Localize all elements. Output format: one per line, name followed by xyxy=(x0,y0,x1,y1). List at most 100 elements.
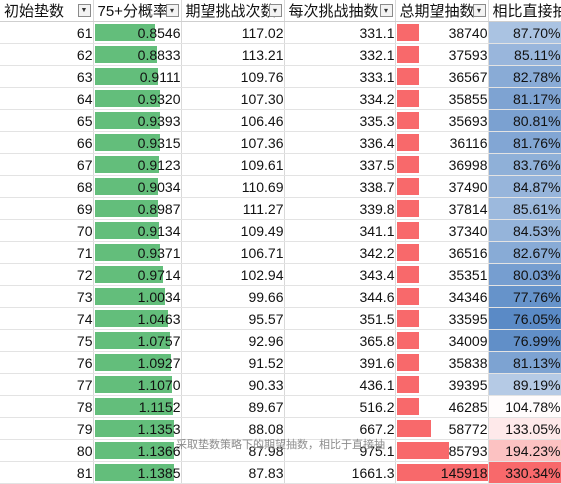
cell-total[interactable]: 46285 xyxy=(395,396,488,418)
cell-ratio[interactable]: 81.76% xyxy=(488,132,561,154)
cell-per[interactable]: 337.5 xyxy=(284,154,395,176)
col-header-prob[interactable]: 75+分概率▾ xyxy=(93,0,181,22)
cell-ratio[interactable]: 81.17% xyxy=(488,88,561,110)
dropdown-arrow-icon[interactable]: ▾ xyxy=(166,4,179,17)
cell-pad[interactable]: 77 xyxy=(0,374,93,396)
cell-per[interactable]: 336.4 xyxy=(284,132,395,154)
cell-prob[interactable]: 1.0927 xyxy=(93,352,181,374)
cell-exp[interactable]: 106.71 xyxy=(181,242,284,264)
cell-total[interactable]: 39395 xyxy=(395,374,488,396)
cell-exp[interactable]: 90.33 xyxy=(181,374,284,396)
cell-prob[interactable]: 1.0034 xyxy=(93,286,181,308)
cell-per[interactable]: 335.3 xyxy=(284,110,395,132)
cell-total[interactable]: 36567 xyxy=(395,66,488,88)
cell-exp[interactable]: 107.30 xyxy=(181,88,284,110)
cell-prob[interactable]: 0.9371 xyxy=(93,242,181,264)
cell-pad[interactable]: 78 xyxy=(0,396,93,418)
col-header-total[interactable]: 总期望抽数▾ xyxy=(395,0,488,22)
cell-per[interactable]: 351.5 xyxy=(284,308,395,330)
cell-ratio[interactable]: 85.61% xyxy=(488,198,561,220)
cell-prob[interactable]: 0.8987 xyxy=(93,198,181,220)
cell-pad[interactable]: 75 xyxy=(0,330,93,352)
cell-prob[interactable]: 0.9123 xyxy=(93,154,181,176)
cell-prob[interactable]: 0.9134 xyxy=(93,220,181,242)
cell-per[interactable]: 343.4 xyxy=(284,264,395,286)
cell-exp[interactable]: 92.96 xyxy=(181,330,284,352)
cell-ratio[interactable]: 81.13% xyxy=(488,352,561,374)
cell-total[interactable]: 35351 xyxy=(395,264,488,286)
dropdown-arrow-icon[interactable]: ▾ xyxy=(380,4,393,17)
cell-prob[interactable]: 0.9393 xyxy=(93,110,181,132)
cell-total[interactable]: 33595 xyxy=(395,308,488,330)
cell-per[interactable]: 332.1 xyxy=(284,44,395,66)
cell-per[interactable]: 338.7 xyxy=(284,176,395,198)
cell-ratio[interactable]: 87.70% xyxy=(488,22,561,44)
cell-pad[interactable]: 76 xyxy=(0,352,93,374)
cell-pad[interactable]: 69 xyxy=(0,198,93,220)
cell-per[interactable]: 391.6 xyxy=(284,352,395,374)
cell-exp[interactable]: 102.94 xyxy=(181,264,284,286)
cell-ratio[interactable]: 80.81% xyxy=(488,110,561,132)
cell-ratio[interactable]: 84.87% xyxy=(488,176,561,198)
cell-ratio[interactable]: 330.34% xyxy=(488,462,561,484)
cell-pad[interactable]: 68 xyxy=(0,176,93,198)
cell-prob[interactable]: 0.8833 xyxy=(93,44,181,66)
cell-total[interactable]: 37593 xyxy=(395,44,488,66)
cell-ratio[interactable]: 76.05% xyxy=(488,308,561,330)
cell-per[interactable]: 365.8 xyxy=(284,330,395,352)
cell-ratio[interactable]: 85.11% xyxy=(488,44,561,66)
cell-prob[interactable]: 1.0463 xyxy=(93,308,181,330)
cell-total[interactable]: 37490 xyxy=(395,176,488,198)
cell-pad[interactable]: 70 xyxy=(0,220,93,242)
cell-exp[interactable]: 109.76 xyxy=(181,66,284,88)
cell-total[interactable]: 35855 xyxy=(395,88,488,110)
cell-exp[interactable]: 113.21 xyxy=(181,44,284,66)
cell-prob[interactable]: 1.1070 xyxy=(93,374,181,396)
cell-ratio[interactable]: 84.53% xyxy=(488,220,561,242)
cell-prob[interactable]: 0.9111 xyxy=(93,66,181,88)
cell-prob[interactable]: 1.1385 xyxy=(93,462,181,484)
cell-ratio[interactable]: 80.03% xyxy=(488,264,561,286)
cell-exp[interactable]: 91.52 xyxy=(181,352,284,374)
cell-exp[interactable]: 111.27 xyxy=(181,198,284,220)
cell-exp[interactable]: 117.02 xyxy=(181,22,284,44)
cell-per[interactable]: 344.6 xyxy=(284,286,395,308)
dropdown-arrow-icon[interactable]: ▾ xyxy=(473,4,486,17)
cell-exp[interactable]: 109.49 xyxy=(181,220,284,242)
cell-exp[interactable]: 109.61 xyxy=(181,154,284,176)
cell-ratio[interactable]: 77.76% xyxy=(488,286,561,308)
cell-prob[interactable]: 0.9315 xyxy=(93,132,181,154)
cell-pad[interactable]: 67 xyxy=(0,154,93,176)
filter-active-icon[interactable]: ▼ xyxy=(78,4,91,17)
dropdown-arrow-icon[interactable]: ▾ xyxy=(269,4,282,17)
cell-pad[interactable]: 74 xyxy=(0,308,93,330)
cell-exp[interactable]: 110.69 xyxy=(181,176,284,198)
cell-prob[interactable]: 0.8546 xyxy=(93,22,181,44)
cell-exp[interactable]: 106.46 xyxy=(181,110,284,132)
col-header-per[interactable]: 每次挑战抽数▾ xyxy=(284,0,395,22)
cell-ratio[interactable]: 89.19% xyxy=(488,374,561,396)
cell-total[interactable]: 36998 xyxy=(395,154,488,176)
cell-pad[interactable]: 64 xyxy=(0,88,93,110)
cell-exp[interactable]: 107.36 xyxy=(181,132,284,154)
cell-prob[interactable]: 0.9714 xyxy=(93,264,181,286)
cell-pad[interactable]: 73 xyxy=(0,286,93,308)
cell-exp[interactable]: 89.67 xyxy=(181,396,284,418)
cell-prob[interactable]: 1.0757 xyxy=(93,330,181,352)
cell-per[interactable]: 333.1 xyxy=(284,66,395,88)
cell-total[interactable]: 36116 xyxy=(395,132,488,154)
cell-per[interactable]: 341.1 xyxy=(284,220,395,242)
cell-prob[interactable]: 1.1152 xyxy=(93,396,181,418)
cell-pad[interactable]: 71 xyxy=(0,242,93,264)
cell-pad[interactable]: 61 xyxy=(0,22,93,44)
cell-pad[interactable]: 65 xyxy=(0,110,93,132)
cell-exp[interactable]: 87.83 xyxy=(181,462,284,484)
cell-total[interactable]: 35693 xyxy=(395,110,488,132)
cell-exp[interactable]: 95.57 xyxy=(181,308,284,330)
cell-total[interactable]: 38740 xyxy=(395,22,488,44)
cell-per[interactable]: 331.1 xyxy=(284,22,395,44)
cell-total[interactable]: 145918 xyxy=(395,462,488,484)
cell-pad[interactable]: 63 xyxy=(0,66,93,88)
cell-prob[interactable]: 0.9034 xyxy=(93,176,181,198)
cell-per[interactable]: 516.2 xyxy=(284,396,395,418)
